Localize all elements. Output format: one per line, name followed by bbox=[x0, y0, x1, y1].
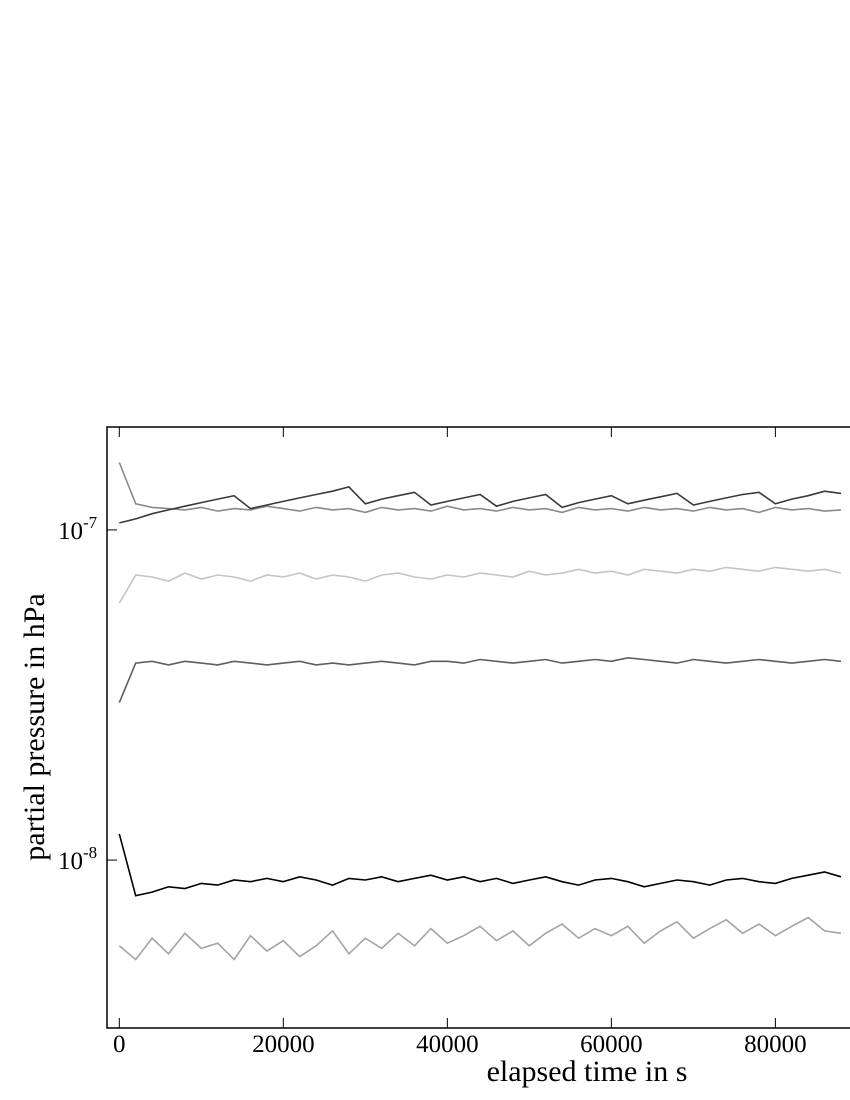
plot-frame bbox=[106, 426, 850, 1029]
series-line bbox=[118, 833, 842, 897]
y-tick-label: 10-7 bbox=[58, 513, 98, 545]
x-tick-label: 60000 bbox=[580, 1031, 643, 1058]
y-tick-label: 10-8 bbox=[58, 843, 97, 875]
series-line bbox=[119, 486, 842, 524]
series-line bbox=[118, 916, 842, 961]
x-tick-label: 80000 bbox=[744, 1031, 807, 1058]
x-tick-label: 20000 bbox=[252, 1031, 315, 1058]
x-tick-label: 40000 bbox=[416, 1031, 479, 1058]
series-line bbox=[118, 566, 842, 604]
x-tick-label: 0 bbox=[113, 1031, 126, 1058]
series-line bbox=[118, 462, 842, 514]
x-axis-title: elapsed time in s bbox=[487, 1055, 688, 1088]
y-axis-title: partial pressure in hPa bbox=[18, 593, 51, 860]
series-line bbox=[118, 656, 842, 703]
